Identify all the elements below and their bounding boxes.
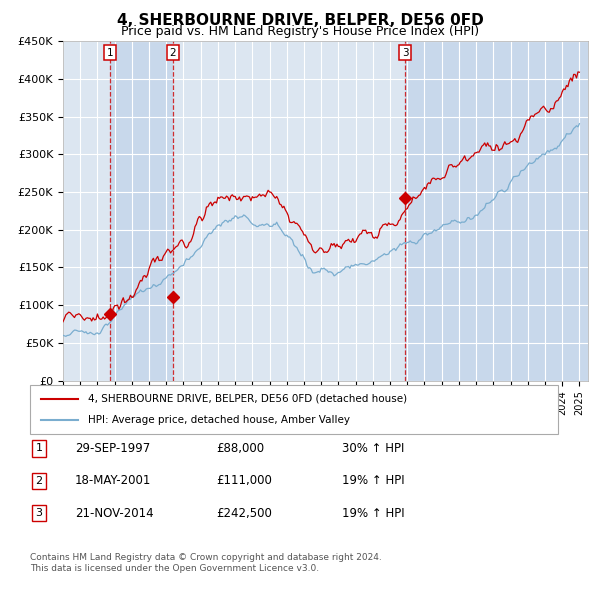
Text: 4, SHERBOURNE DRIVE, BELPER, DE56 0FD: 4, SHERBOURNE DRIVE, BELPER, DE56 0FD bbox=[116, 13, 484, 28]
Text: Price paid vs. HM Land Registry's House Price Index (HPI): Price paid vs. HM Land Registry's House … bbox=[121, 25, 479, 38]
Text: 18-MAY-2001: 18-MAY-2001 bbox=[75, 474, 151, 487]
Bar bbox=[173, 41, 406, 381]
Text: £111,000: £111,000 bbox=[216, 474, 272, 487]
Text: 3: 3 bbox=[35, 509, 43, 518]
Text: 2: 2 bbox=[170, 48, 176, 58]
Text: 21-NOV-2014: 21-NOV-2014 bbox=[75, 507, 154, 520]
Text: 19% ↑ HPI: 19% ↑ HPI bbox=[342, 474, 404, 487]
Text: 1: 1 bbox=[35, 444, 43, 453]
Bar bbox=[406, 41, 588, 381]
Bar bbox=[63, 41, 110, 381]
Text: 19% ↑ HPI: 19% ↑ HPI bbox=[342, 507, 404, 520]
Text: 30% ↑ HPI: 30% ↑ HPI bbox=[342, 442, 404, 455]
FancyBboxPatch shape bbox=[30, 385, 558, 434]
Text: £242,500: £242,500 bbox=[216, 507, 272, 520]
Bar bbox=[110, 41, 173, 381]
Text: £88,000: £88,000 bbox=[216, 442, 264, 455]
Text: HPI: Average price, detached house, Amber Valley: HPI: Average price, detached house, Ambe… bbox=[88, 415, 350, 425]
Text: 4, SHERBOURNE DRIVE, BELPER, DE56 0FD (detached house): 4, SHERBOURNE DRIVE, BELPER, DE56 0FD (d… bbox=[88, 394, 407, 404]
Text: Contains HM Land Registry data © Crown copyright and database right 2024.: Contains HM Land Registry data © Crown c… bbox=[30, 553, 382, 562]
Text: 3: 3 bbox=[402, 48, 409, 58]
Text: 29-SEP-1997: 29-SEP-1997 bbox=[75, 442, 150, 455]
Text: 1: 1 bbox=[107, 48, 113, 58]
Text: This data is licensed under the Open Government Licence v3.0.: This data is licensed under the Open Gov… bbox=[30, 565, 319, 573]
Text: 2: 2 bbox=[35, 476, 43, 486]
